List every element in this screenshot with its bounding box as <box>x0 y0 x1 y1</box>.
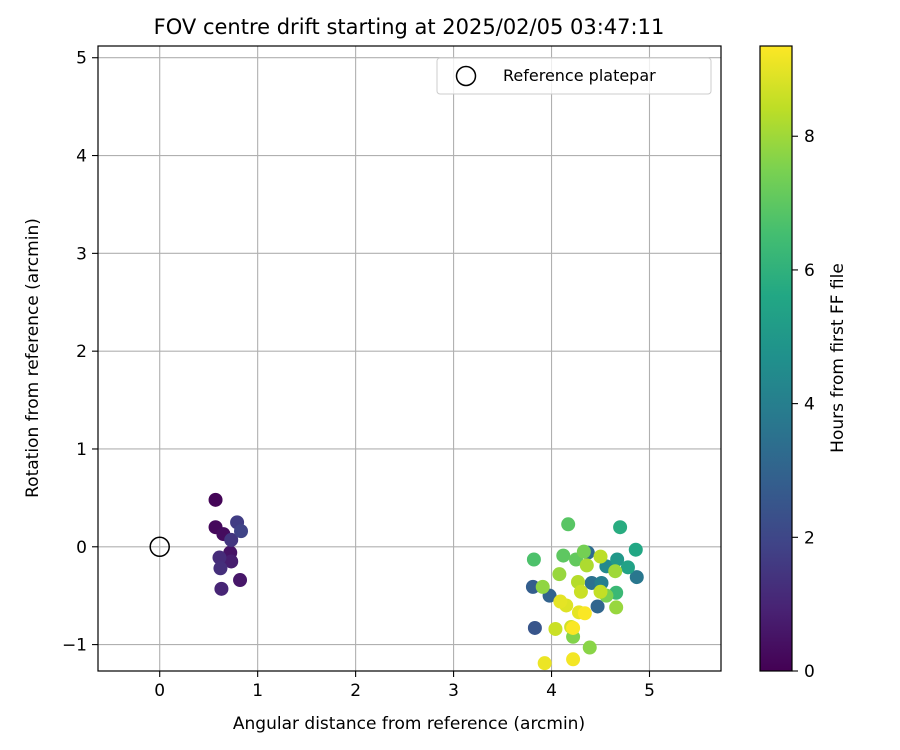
chart-title: FOV centre drift starting at 2025/02/05 … <box>154 15 665 39</box>
data-point <box>535 579 550 594</box>
y-tick-label: 0 <box>76 538 87 558</box>
data-point <box>573 584 588 599</box>
y-tick-label: 4 <box>76 147 87 167</box>
x-tick-label: 2 <box>350 681 361 701</box>
data-point <box>609 600 624 615</box>
data-point <box>537 656 552 671</box>
x-axis-label: Angular distance from reference (arcmin) <box>233 714 585 734</box>
x-tick-label: 1 <box>252 681 263 701</box>
data-point <box>213 561 228 576</box>
data-point <box>582 640 597 655</box>
data-point <box>525 579 540 594</box>
reference-marker <box>149 536 170 558</box>
data-point <box>593 584 608 599</box>
y-axis-label: Rotation from reference (arcmin) <box>23 218 43 498</box>
y-tick-label: −1 <box>62 636 87 656</box>
data-point <box>224 532 239 547</box>
x-tick-label: 4 <box>546 681 557 701</box>
y-tick-label: 2 <box>76 342 87 362</box>
colorbar-gradient <box>759 45 793 672</box>
data-point <box>629 570 644 585</box>
data-point <box>620 560 635 575</box>
data-point <box>566 620 581 635</box>
y-tick-label: 3 <box>76 244 87 264</box>
data-point <box>233 573 248 588</box>
data-point <box>548 621 563 636</box>
data-point <box>224 554 239 569</box>
data-point <box>577 606 592 621</box>
legend: Reference platepar <box>436 57 712 95</box>
data-point <box>593 549 608 564</box>
data-point <box>628 542 643 557</box>
data-point <box>613 520 628 535</box>
x-tick-label: 0 <box>154 681 165 701</box>
x-tick-label: 5 <box>644 681 655 701</box>
colorbar-tick-label: 6 <box>804 261 815 281</box>
data-point <box>208 492 223 507</box>
colorbar-label: Hours from first FF file <box>828 263 848 453</box>
data-point <box>576 544 591 559</box>
data-point <box>566 652 581 667</box>
data-point <box>234 524 249 539</box>
data-point <box>584 575 599 590</box>
data-point <box>553 594 568 609</box>
colorbar: 0 2 4 6 8 <box>759 45 815 682</box>
y-tick-label: 1 <box>76 440 87 460</box>
colorbar-tick-label: 0 <box>804 662 815 682</box>
legend-reference-label: Reference platepar <box>503 66 656 85</box>
data-point <box>608 564 623 579</box>
plot-area: 0 1 2 3 4 5 −1 0 1 2 3 4 5 <box>62 45 722 701</box>
data-point <box>526 552 541 567</box>
legend-frame <box>436 57 712 95</box>
data-point <box>552 567 567 582</box>
data-point <box>579 558 594 573</box>
colorbar-tick-label: 8 <box>804 127 815 147</box>
data-point <box>212 550 227 565</box>
data-point <box>214 581 229 596</box>
data-point <box>556 548 571 563</box>
axes-frame <box>97 45 722 672</box>
data-point <box>527 620 542 635</box>
colorbar-tick-label: 2 <box>804 528 815 548</box>
data-point <box>561 517 576 532</box>
data-point <box>610 552 625 567</box>
legend-reference-marker <box>455 65 477 87</box>
colorbar-tick-label: 4 <box>804 395 815 415</box>
x-tick-label: 3 <box>448 681 459 701</box>
data-point <box>590 599 605 614</box>
y-tick-label: 5 <box>76 49 87 69</box>
